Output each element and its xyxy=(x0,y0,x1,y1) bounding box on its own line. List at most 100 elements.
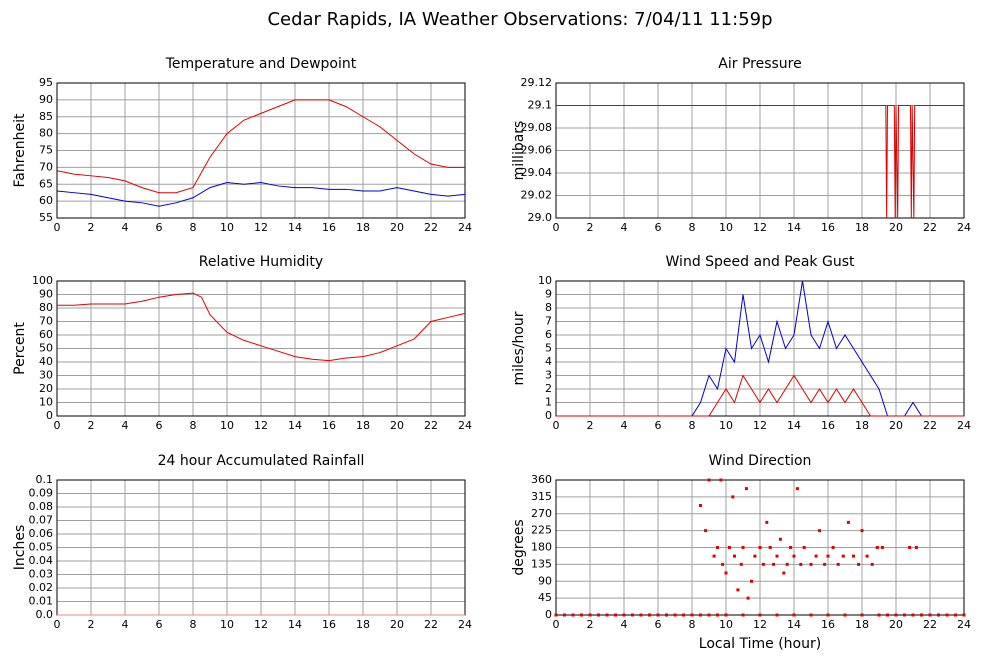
x-tick-label: 0 xyxy=(553,419,560,432)
scatter-point xyxy=(860,529,864,533)
scatter-point xyxy=(945,613,949,617)
x-tick-label: 14 xyxy=(288,618,302,631)
scatter-point xyxy=(911,613,915,617)
y-tick-label: 29.02 xyxy=(521,189,553,202)
scatter-point xyxy=(588,613,592,617)
scatter-point xyxy=(631,613,634,617)
scatter-point xyxy=(765,520,769,524)
x-tick-label: 22 xyxy=(923,618,937,631)
scatter-point xyxy=(772,562,776,566)
y-tick-label: 9 xyxy=(545,288,552,301)
x-tick-label: 10 xyxy=(220,618,234,631)
x-tick-label: 24 xyxy=(458,221,472,234)
x-tick-label: 4 xyxy=(621,618,628,631)
y-tick-label: 29.0 xyxy=(528,211,553,224)
scatter-point xyxy=(716,546,719,549)
series-line xyxy=(56,99,465,194)
x-tick-label: 18 xyxy=(855,419,869,432)
y-tick-label: 7 xyxy=(545,315,552,328)
scatter-point xyxy=(690,613,694,617)
y-tick-label: 10 xyxy=(538,274,552,287)
x-tick-label: 20 xyxy=(889,618,903,631)
x-tick-label: 22 xyxy=(424,618,438,631)
y-tick-label: 135 xyxy=(531,557,552,570)
plot-frame xyxy=(56,280,466,417)
x-tick-label: 16 xyxy=(821,221,835,234)
x-axis-label: Local Time (hour) xyxy=(699,636,821,652)
scatter-point xyxy=(852,554,855,558)
scatter-point xyxy=(875,546,879,549)
y-axis-label: miles/hour xyxy=(511,311,527,385)
scatter-point xyxy=(761,562,765,566)
y-tick-label: 90 xyxy=(39,93,53,106)
x-tick-label: 16 xyxy=(821,419,835,432)
x-tick-label: 18 xyxy=(855,221,869,234)
x-tick-label: 4 xyxy=(122,221,129,234)
scatter-point xyxy=(870,562,874,566)
y-tick-label: 0.1 xyxy=(36,473,54,486)
y-tick-label: 30 xyxy=(39,369,53,382)
x-tick-label: 14 xyxy=(787,221,801,234)
scatter-point xyxy=(802,546,806,549)
scatter-point xyxy=(716,613,719,617)
y-tick-label: 0.01 xyxy=(29,595,54,608)
y-tick-label: 0.09 xyxy=(29,487,54,500)
scatter-point xyxy=(704,529,708,533)
scatter-point xyxy=(880,546,884,549)
scatter-point xyxy=(724,613,728,617)
y-axis-label: degrees xyxy=(511,519,527,575)
scatter-point xyxy=(814,554,818,558)
x-tick-label: 24 xyxy=(458,419,472,432)
x-tick-label: 0 xyxy=(553,618,560,631)
y-tick-label: 90 xyxy=(39,288,53,301)
x-tick-label: 4 xyxy=(621,419,628,432)
y-axis-label: Percent xyxy=(12,322,28,375)
y-tick-label: 315 xyxy=(531,490,552,503)
chart-title: Wind Direction xyxy=(709,453,812,469)
scatter-point xyxy=(954,613,957,617)
x-tick-label: 20 xyxy=(390,419,404,432)
scatter-point xyxy=(860,613,864,617)
x-tick-label: 20 xyxy=(889,221,903,234)
y-tick-label: 85 xyxy=(39,110,53,123)
y-tick-label: 225 xyxy=(531,524,552,537)
x-tick-label: 8 xyxy=(190,618,197,631)
scatter-point xyxy=(823,562,827,566)
y-axis-label: Inches xyxy=(12,525,28,570)
x-tick-label: 12 xyxy=(254,221,268,234)
y-tick-label: 2 xyxy=(545,382,552,395)
x-tick-label: 8 xyxy=(689,221,696,234)
y-tick-label: 29.12 xyxy=(521,76,553,89)
scatter-point xyxy=(699,613,702,617)
y-tick-label: 60 xyxy=(39,194,53,207)
scatter-point xyxy=(799,562,803,566)
y-tick-label: 0.02 xyxy=(29,581,54,594)
x-tick-label: 16 xyxy=(322,618,336,631)
y-tick-label: 29.1 xyxy=(528,99,553,112)
x-tick-label: 14 xyxy=(288,419,302,432)
y-tick-label: 3 xyxy=(545,369,552,382)
x-tick-label: 0 xyxy=(553,221,560,234)
scatter-point xyxy=(605,613,609,617)
x-tick-label: 10 xyxy=(220,221,234,234)
scatter-point xyxy=(707,478,711,482)
y-tick-label: 180 xyxy=(531,541,552,554)
x-tick-label: 4 xyxy=(122,419,129,432)
scatter-point xyxy=(789,546,793,549)
chart-title: Temperature and Dewpoint xyxy=(165,56,357,72)
x-tick-label: 22 xyxy=(424,221,438,234)
y-tick-label: 6 xyxy=(545,328,552,341)
scatter-point xyxy=(920,613,923,617)
scatter-point xyxy=(724,571,728,575)
scatter-point xyxy=(809,613,813,617)
scatter-point xyxy=(865,554,869,558)
scatter-point xyxy=(937,613,940,617)
x-tick-label: 24 xyxy=(957,618,971,631)
y-tick-label: 0.0 xyxy=(36,608,54,621)
x-tick-label: 12 xyxy=(753,419,767,432)
plot-frame xyxy=(56,82,466,219)
scatter-point xyxy=(665,613,668,617)
scatter-point xyxy=(886,613,889,617)
y-axis-label: millibars xyxy=(511,121,527,181)
scatter-point xyxy=(831,546,835,549)
